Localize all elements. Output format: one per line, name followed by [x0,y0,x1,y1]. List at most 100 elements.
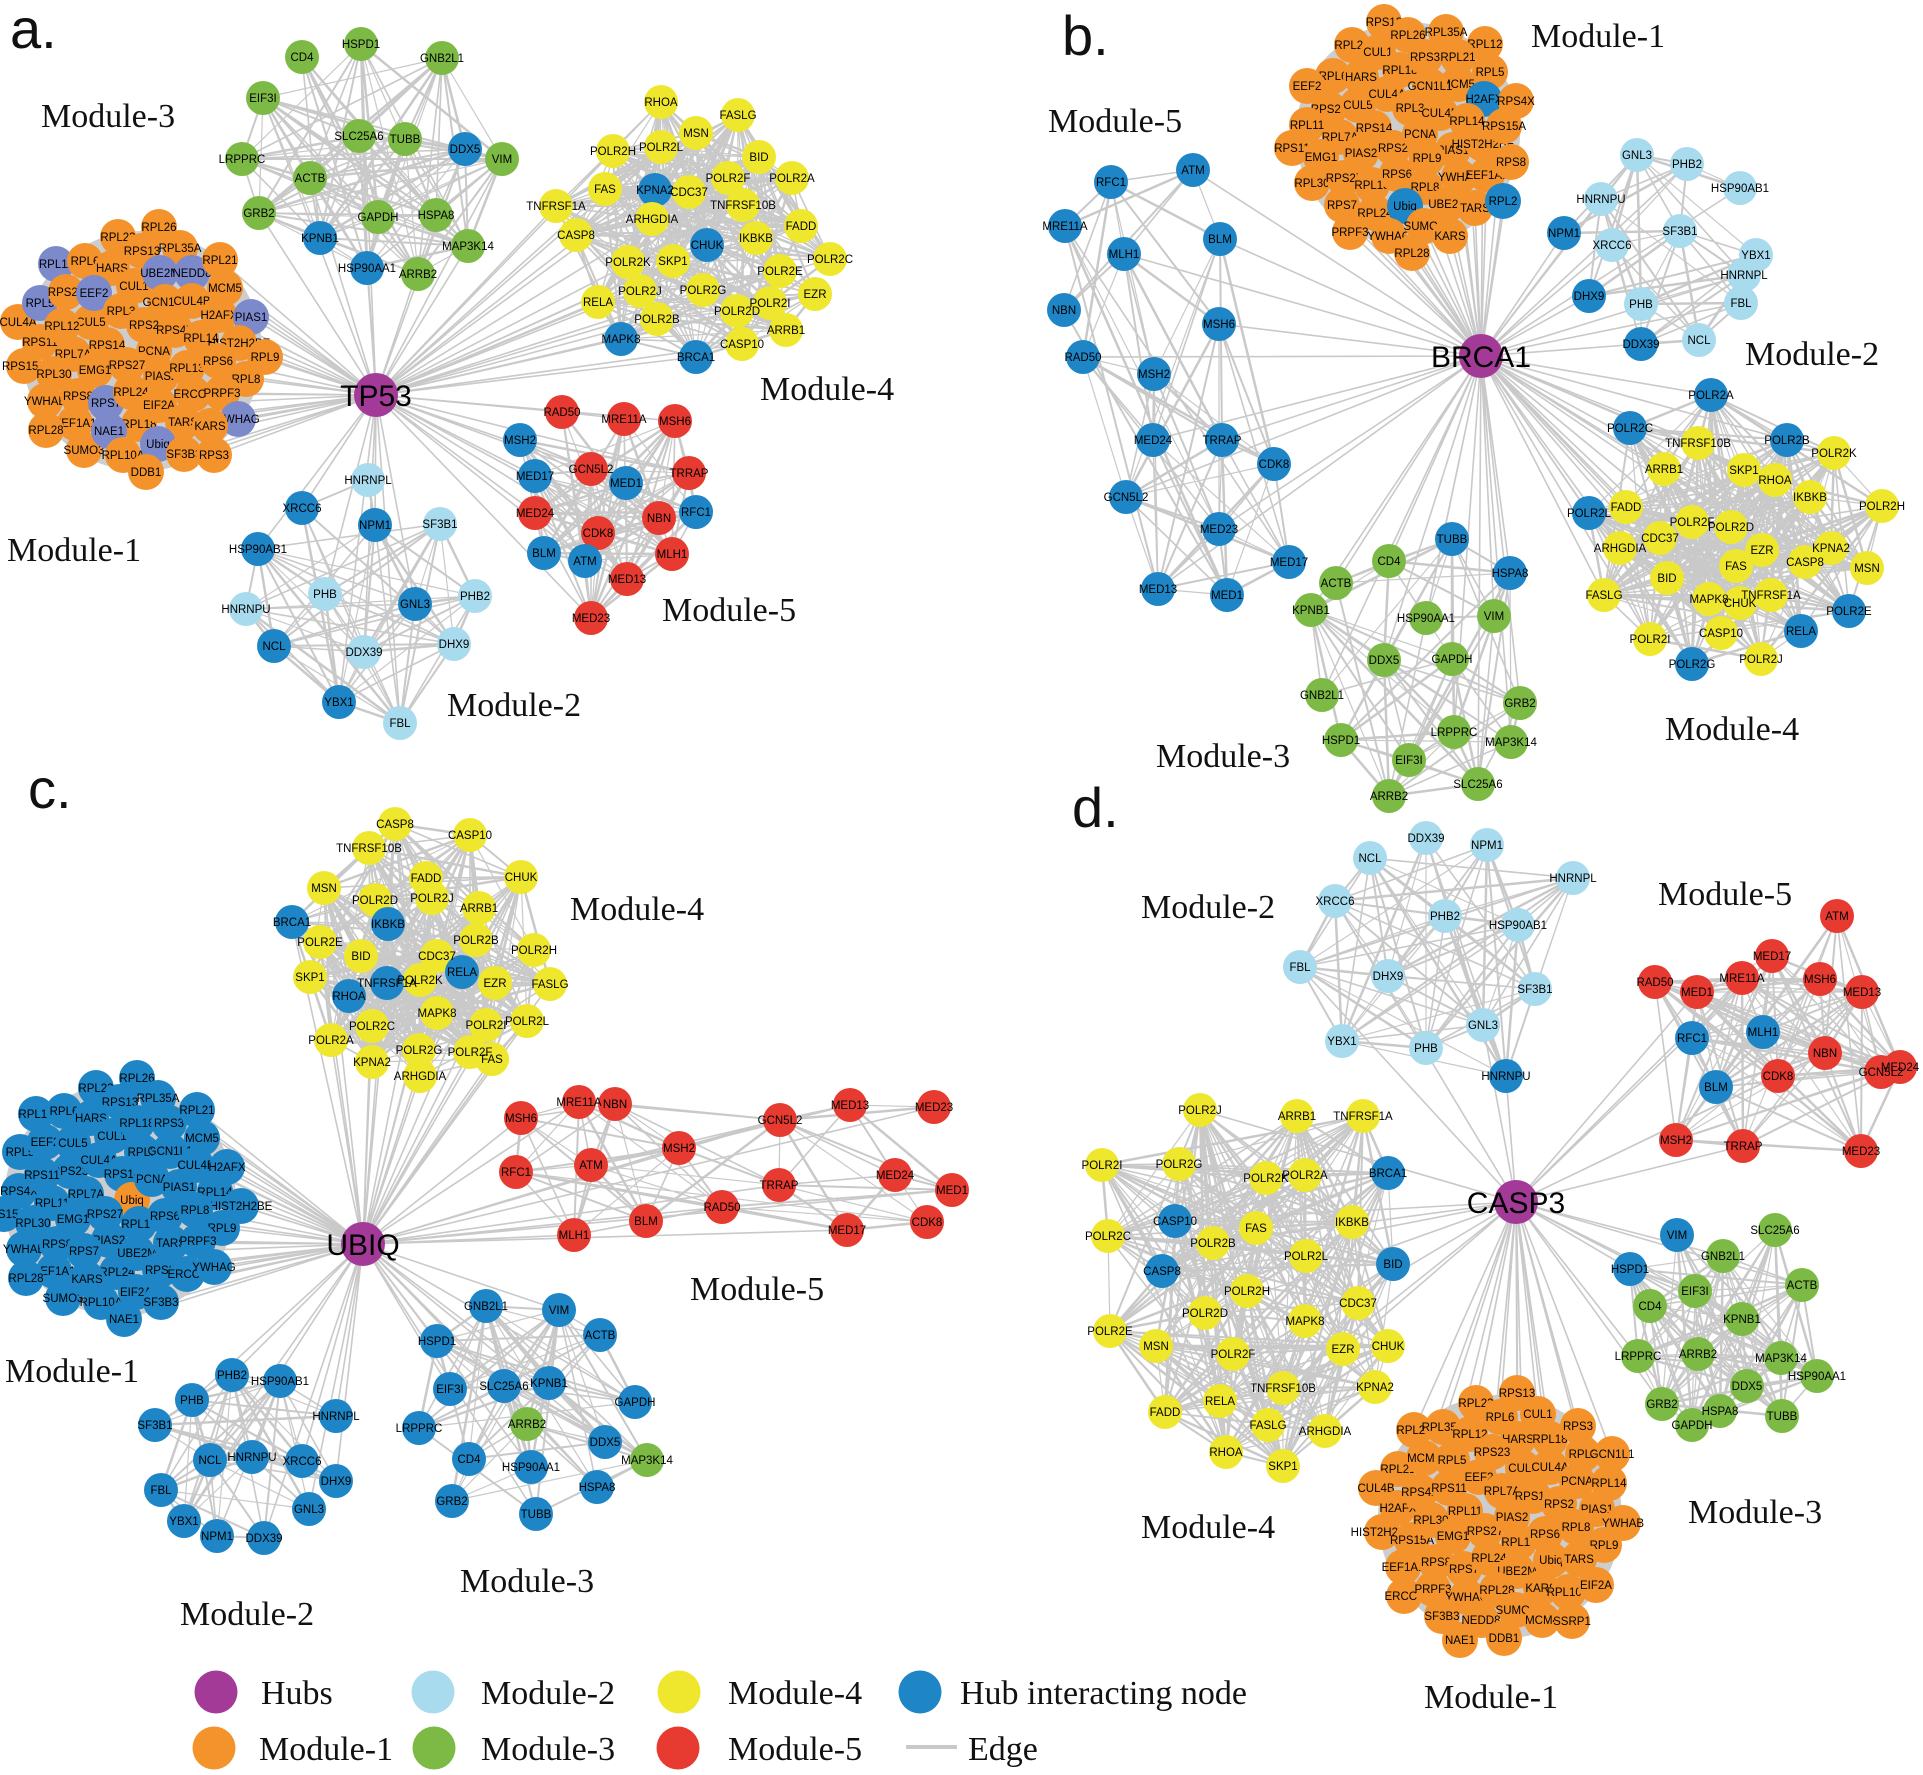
svg-text:CUL4B: CUL4B [173,296,210,308]
svg-text:FASLG: FASLG [1249,1420,1286,1432]
svg-text:TNFRSF10B: TNFRSF10B [710,200,776,212]
svg-text:PCNA: PCNA [1561,1476,1593,1488]
svg-text:CDC37: CDC37 [418,951,456,963]
svg-text:EEF1A1: EEF1A1 [1382,1562,1425,1574]
svg-text:IKBKB: IKBKB [371,919,405,931]
svg-text:POLR2K: POLR2K [605,257,651,269]
svg-text:MED17: MED17 [516,471,554,483]
svg-text:HARS: HARS [96,263,128,275]
svg-text:RPS27: RPS27 [1467,1526,1503,1538]
svg-text:RPS6: RPS6 [150,1211,180,1223]
svg-text:TRRAP: TRRAP [670,468,709,480]
svg-text:NBN: NBN [603,1099,627,1111]
svg-text:ERCC4: ERCC4 [174,389,214,401]
svg-text:CUL1: CUL1 [1523,1409,1552,1421]
svg-text:RPS3: RPS3 [154,1118,184,1130]
svg-text:ATM: ATM [1825,911,1848,923]
svg-text:CDK8: CDK8 [1259,459,1290,471]
svg-text:RPL23: RPL23 [100,232,135,244]
svg-text:Module-4: Module-4 [570,891,704,928]
svg-text:MSH6: MSH6 [659,416,691,428]
svg-text:SF3B1: SF3B1 [137,1420,172,1432]
svg-text:TRRAP: TRRAP [1203,435,1242,447]
svg-text:MED13: MED13 [1139,584,1177,596]
svg-text:HSP90AA1: HSP90AA1 [502,1462,560,1474]
svg-text:HNRNPU: HNRNPU [221,604,270,616]
svg-text:HSP90AA1: HSP90AA1 [338,263,396,275]
svg-text:KPNA2: KPNA2 [1812,543,1850,555]
svg-text:FADD: FADD [1150,1407,1181,1419]
svg-text:SKP1: SKP1 [295,972,324,984]
svg-text:RPL28: RPL28 [8,1273,43,1285]
svg-text:PHB2: PHB2 [217,1370,247,1382]
svg-text:HSP90AB1: HSP90AB1 [1711,183,1769,195]
svg-text:MSH6: MSH6 [1203,319,1235,331]
svg-text:NCL: NCL [198,1455,222,1467]
svg-text:YWHAB: YWHAB [3,1244,46,1256]
svg-text:RPL11: RPL11 [1448,1506,1482,1518]
svg-text:HSPD1: HSPD1 [418,1336,456,1348]
svg-text:RPL28: RPL28 [1479,1585,1514,1597]
svg-text:IKBKB: IKBKB [1793,492,1827,504]
svg-text:PHB2: PHB2 [460,591,490,603]
svg-text:Module-5: Module-5 [1048,103,1182,140]
svg-text:CDK8: CDK8 [1763,1071,1794,1083]
svg-text:RPL9: RPL9 [208,1223,237,1235]
svg-text:POLR2B: POLR2B [453,935,499,947]
svg-text:RPL12: RPL12 [44,321,79,333]
svg-text:HSPD1: HSPD1 [1322,735,1360,747]
svg-text:RPL13: RPL13 [1501,1537,1536,1549]
svg-text:GAPDH: GAPDH [1432,654,1473,666]
svg-text:GNL3: GNL3 [1468,1020,1498,1032]
svg-text:RPL6: RPL6 [50,1106,79,1118]
svg-text:BRCA1: BRCA1 [1369,1168,1407,1180]
svg-text:SUMO3: SUMO3 [64,445,105,457]
svg-text:Ubiq: Ubiq [146,439,170,451]
svg-text:RPS8: RPS8 [1496,157,1526,169]
svg-text:CASP8: CASP8 [557,230,595,242]
svg-text:CUL1: CUL1 [97,1131,126,1143]
svg-text:LRPPRC: LRPPRC [1431,727,1478,739]
svg-text:PHB: PHB [180,1395,204,1407]
svg-text:ARRB2: ARRB2 [1679,1349,1717,1361]
svg-text:RPS4X: RPS4X [1497,96,1535,108]
svg-text:CD4: CD4 [1638,1301,1662,1313]
svg-text:RPL8: RPL8 [1562,1522,1591,1534]
svg-text:DDX5: DDX5 [1732,1381,1763,1393]
svg-text:H2AFX: H2AFX [200,310,237,322]
svg-text:CASP10: CASP10 [1699,628,1743,640]
svg-text:MED13: MED13 [608,574,646,586]
svg-text:RPS15A: RPS15A [2,361,46,373]
svg-text:POLR2L: POLR2L [1567,508,1612,520]
svg-text:RPL23: RPL23 [78,1083,113,1095]
svg-text:CD4: CD4 [1377,556,1401,568]
svg-text:RPS2: RPS2 [1544,1499,1574,1511]
svg-text:POLR2H: POLR2H [1224,1286,1270,1298]
svg-text:BID: BID [351,951,370,963]
svg-text:POLR2L: POLR2L [1284,1251,1329,1263]
svg-text:Module-5: Module-5 [1658,876,1792,913]
svg-text:HSP90AA1: HSP90AA1 [1397,613,1455,625]
svg-text:FBL: FBL [150,1485,172,1497]
svg-text:ARRB1: ARRB1 [767,325,805,337]
svg-text:RPS8: RPS8 [42,1239,72,1251]
svg-text:ARRB1: ARRB1 [1278,1111,1316,1123]
svg-text:Module-5: Module-5 [662,592,796,629]
svg-text:GCN5L2: GCN5L2 [1859,1067,1904,1079]
svg-text:MED24: MED24 [516,508,555,520]
svg-text:EMG1: EMG1 [1305,152,1338,164]
svg-text:RPL26: RPL26 [1396,1425,1431,1437]
svg-text:RPS4X: RPS4X [0,1186,38,1198]
svg-text:FAS: FAS [1245,1223,1267,1235]
svg-text:Module-3: Module-3 [460,1563,594,1600]
svg-text:RPL8: RPL8 [181,1205,210,1217]
svg-text:Module-4: Module-4 [760,371,894,408]
svg-text:GCN5L2: GCN5L2 [569,464,614,476]
svg-text:POLR2F: POLR2F [1670,517,1715,529]
svg-text:FASLG: FASLG [719,110,756,122]
svg-text:IKBKB: IKBKB [739,233,773,245]
svg-text:Module-5: Module-5 [690,1271,824,1308]
svg-text:RPS23: RPS23 [1474,1447,1510,1459]
svg-text:RPL3: RPL3 [1396,103,1425,115]
svg-text:POLR2B: POLR2B [1190,1238,1236,1250]
